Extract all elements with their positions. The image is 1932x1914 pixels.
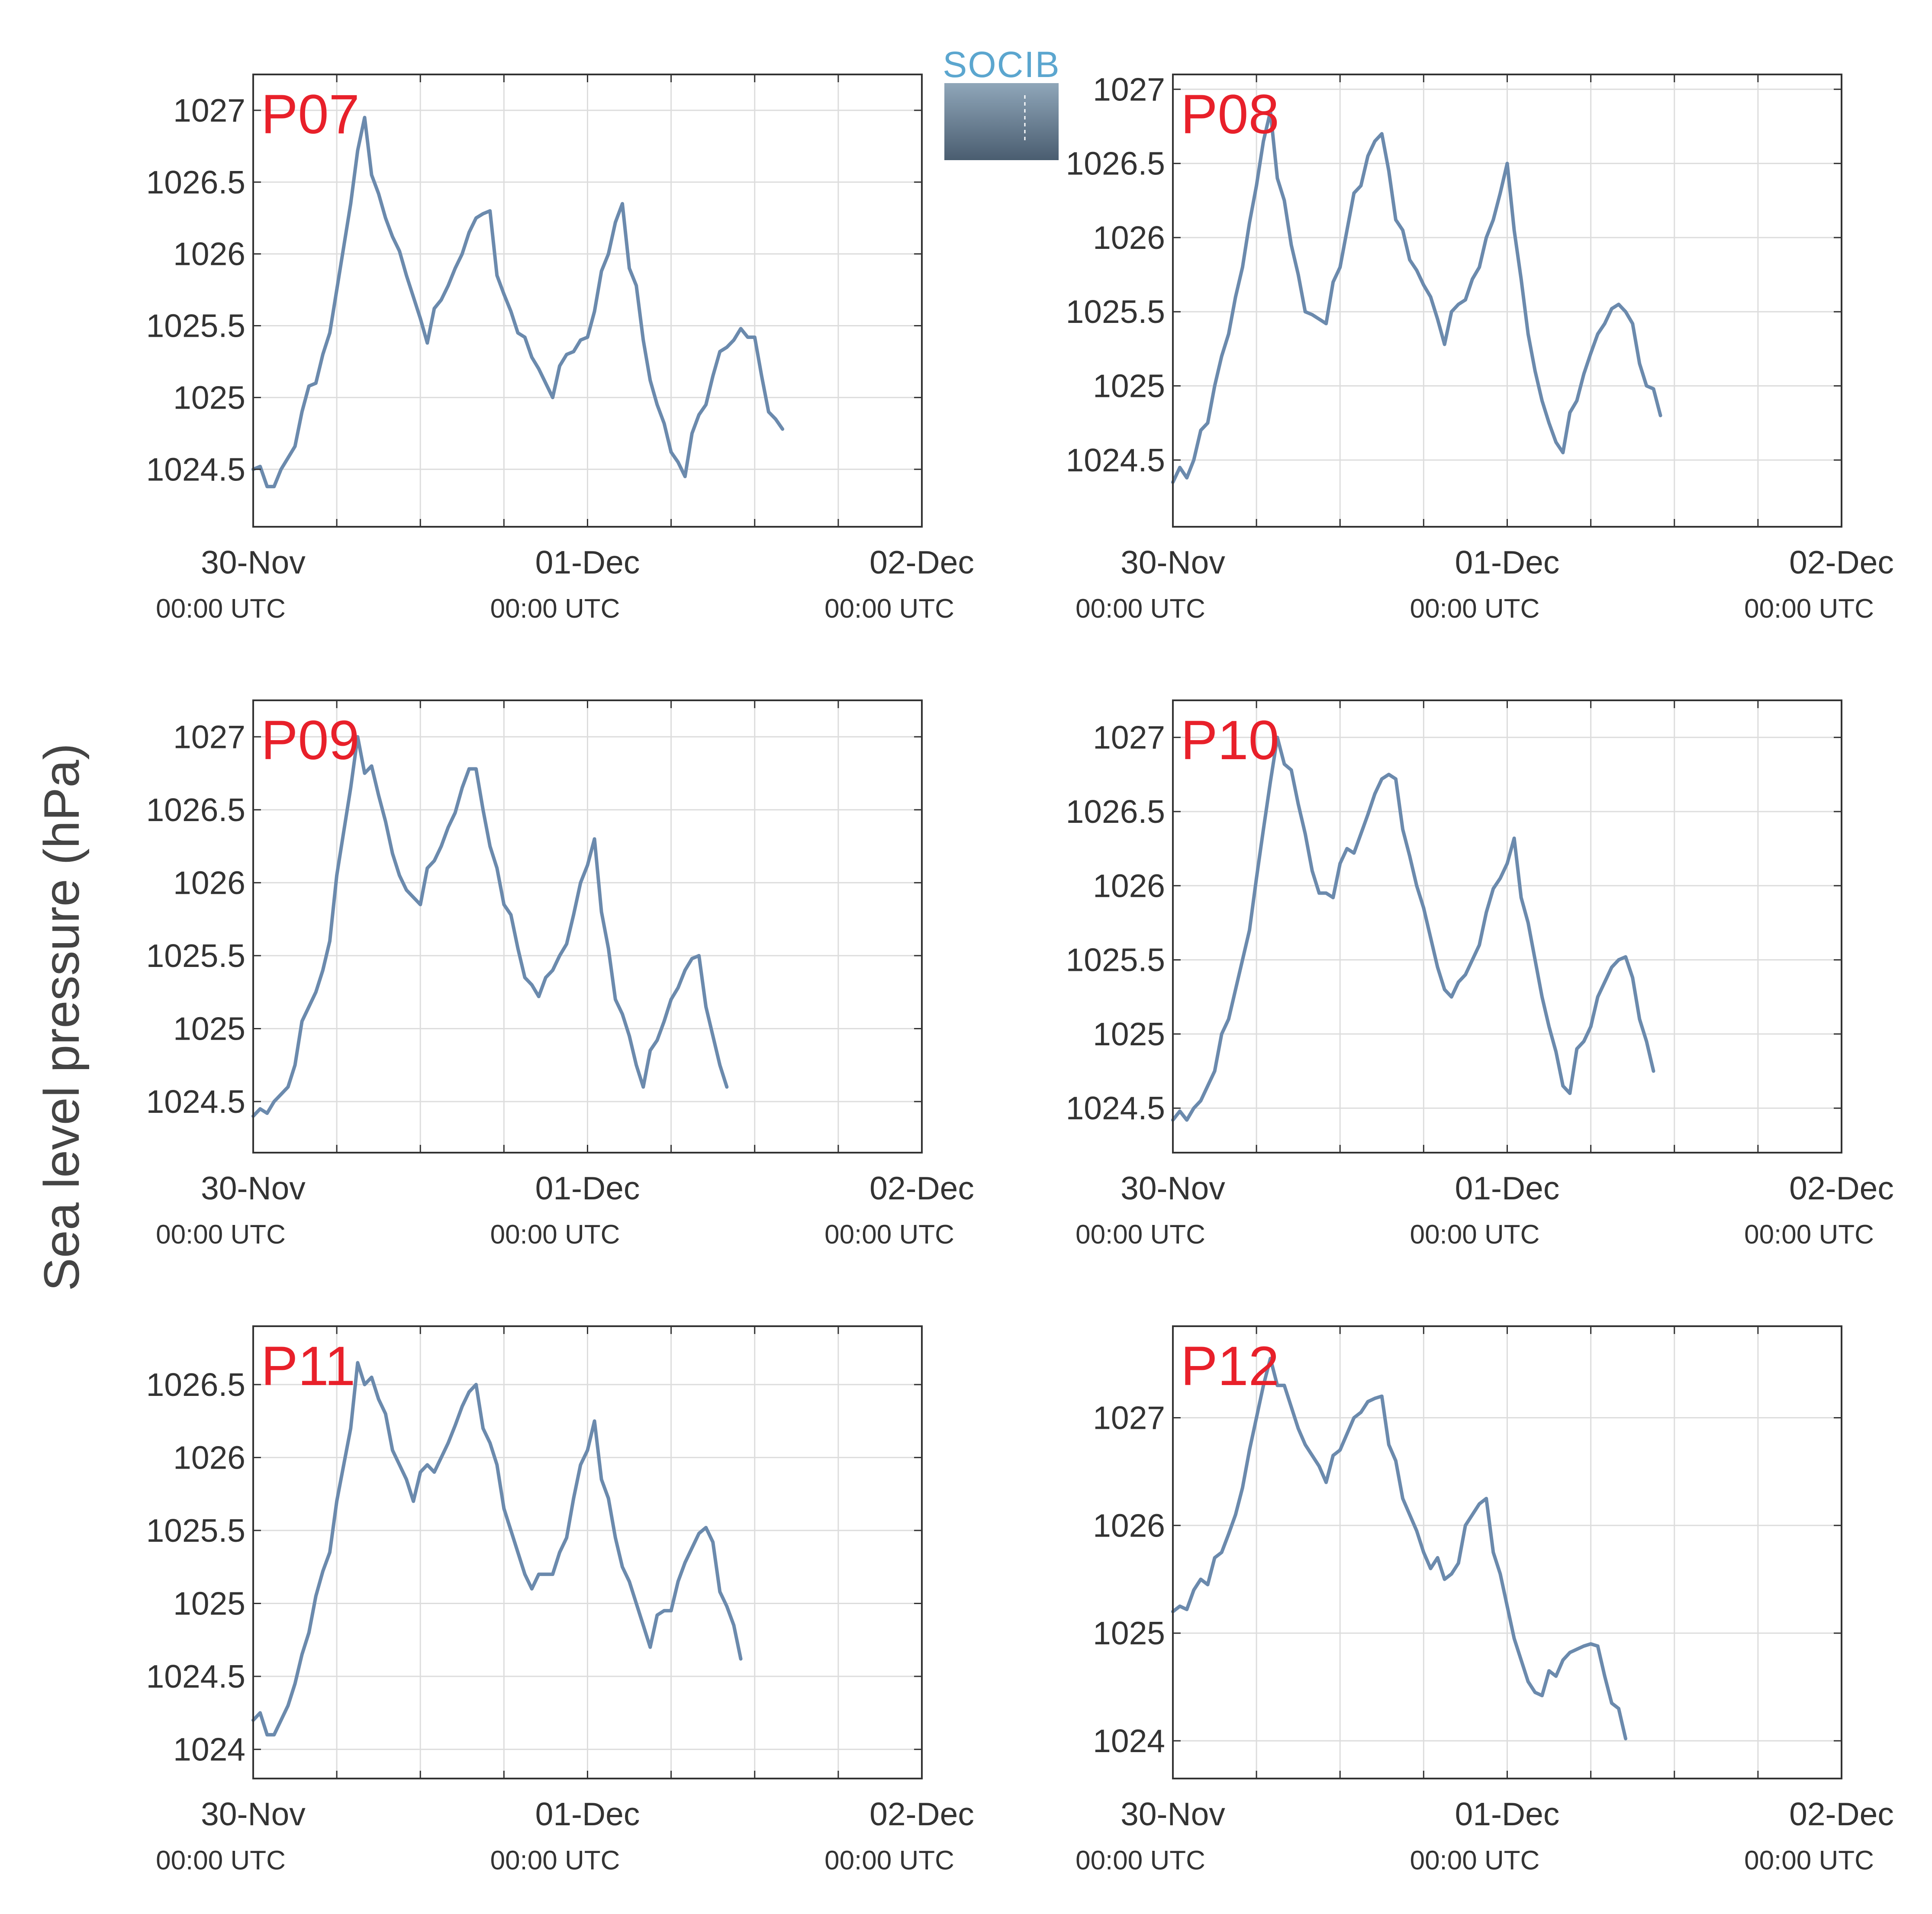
x-tick-sublabel: 00:00 UTC: [490, 594, 620, 624]
x-tick-label: 01-Dec: [535, 544, 640, 580]
y-tick-label: 1025.5: [1066, 942, 1165, 978]
y-tick-label: 1024.5: [146, 1658, 245, 1695]
y-tick-label: 1025.5: [1066, 293, 1165, 330]
y-tick-label: 1024.5: [146, 1083, 245, 1120]
panel-title: P11: [261, 1335, 355, 1397]
x-tick-sublabel: 00:00 UTC: [1410, 1220, 1540, 1250]
y-tick-label: 1026: [1093, 1507, 1165, 1543]
y-tick-label: 1026.5: [146, 164, 245, 200]
x-tick-label: 02-Dec: [869, 1796, 974, 1832]
y-tick-label: 1024.5: [1066, 442, 1165, 478]
x-tick-label: 01-Dec: [1455, 1796, 1560, 1832]
panel-p10: 1024.5 1025 1025.5 1026 1026.5 1027 30-Nov 00:0…: [1066, 699, 1894, 1250]
x-tick-label: 30-Nov: [201, 1796, 306, 1832]
x-tick-sublabel: 00:00 UTC: [1075, 1220, 1205, 1250]
y-tick-label: 1025.5: [146, 938, 245, 974]
y-tick-label: 1025: [1093, 1016, 1165, 1052]
y-tick-label: 1027: [173, 719, 245, 755]
y-tick-label: 1026.5: [146, 792, 245, 828]
y-tick-label: 1027: [1093, 719, 1165, 756]
x-tick-label: 02-Dec: [869, 1170, 974, 1206]
x-tick-sublabel: 00:00 UTC: [1075, 1846, 1205, 1875]
series-line: [1171, 735, 1655, 1122]
x-tick-label: 02-Dec: [869, 544, 974, 580]
panels-container: 1024.5 1025 1025.5 1026 1026.5 1027 30-Nov 00:0…: [146, 71, 1894, 1875]
panel-p07: 1024.5 1025 1025.5 1026 1026.5 1027 30-Nov 00:0…: [146, 74, 974, 624]
x-tick-sublabel: 00:00 UTC: [156, 1220, 286, 1250]
y-tick-label: 1024.5: [1066, 1090, 1165, 1126]
y-tick-label: 1026: [173, 236, 245, 272]
socib-logo: SOCIB: [943, 44, 1060, 160]
x-tick-label: 30-Nov: [1121, 544, 1225, 580]
y-tick-label: 1025.5: [146, 1512, 245, 1549]
series-line: [1171, 1357, 1628, 1740]
x-tick-sublabel: 00:00 UTC: [1744, 1846, 1874, 1875]
panel-title: P10: [1181, 709, 1279, 771]
y-tick-label: 1026: [173, 1439, 245, 1476]
y-tick-label: 1024: [1093, 1723, 1165, 1759]
logo-text: SOCIB: [943, 44, 1060, 85]
x-tick-label: 30-Nov: [201, 544, 306, 580]
panel-title: P12: [1181, 1335, 1279, 1397]
x-tick-label: 30-Nov: [1121, 1170, 1225, 1206]
y-tick-label: 1025: [173, 1585, 245, 1621]
y-tick-label: 1026: [173, 864, 245, 901]
x-tick-sublabel: 00:00 UTC: [1075, 594, 1205, 624]
series-line: [251, 735, 729, 1118]
x-tick-label: 02-Dec: [1789, 544, 1894, 580]
y-tick-label: 1024: [173, 1731, 245, 1768]
x-tick-sublabel: 00:00 UTC: [490, 1220, 620, 1250]
x-tick-sublabel: 00:00 UTC: [1410, 594, 1540, 624]
y-tick-label: 1026.5: [1066, 793, 1165, 830]
y-tick-label: 1027: [1093, 71, 1165, 107]
y-tick-label: 1025.5: [146, 308, 245, 344]
x-tick-sublabel: 00:00 UTC: [1744, 1220, 1874, 1250]
x-tick-label: 01-Dec: [1455, 1170, 1560, 1206]
y-tick-label: 1026: [1093, 867, 1165, 904]
y-tick-label: 1025: [173, 1010, 245, 1047]
panel-p09: 1024.5 1025 1025.5 1026 1026.5 1027 30-Nov 00:0…: [146, 699, 974, 1250]
y-tick-label: 1025: [1093, 1615, 1165, 1651]
x-tick-label: 01-Dec: [1455, 544, 1560, 580]
x-tick-sublabel: 00:00 UTC: [490, 1846, 620, 1875]
y-axis-label: Sea level pressure (hPa): [34, 743, 90, 1291]
series-line: [251, 116, 785, 489]
panel-title: P07: [261, 84, 360, 145]
x-tick-sublabel: 00:00 UTC: [824, 1220, 954, 1250]
logo-mark: [944, 83, 1059, 160]
y-tick-label: 1025: [173, 379, 245, 416]
x-tick-label: 01-Dec: [535, 1170, 640, 1206]
x-tick-label: 30-Nov: [201, 1170, 306, 1206]
x-tick-label: 02-Dec: [1789, 1170, 1894, 1206]
x-tick-sublabel: 00:00 UTC: [824, 594, 954, 624]
series-line: [1171, 110, 1662, 484]
y-tick-label: 1027: [1093, 1399, 1165, 1436]
panel-title: P09: [261, 709, 360, 771]
x-tick-sublabel: 00:00 UTC: [156, 594, 286, 624]
panel-p08: 1024.5 1025 1025.5 1026 1026.5 1027 30-Nov 00:0…: [1066, 71, 1894, 624]
x-tick-sublabel: 00:00 UTC: [156, 1846, 286, 1875]
y-tick-label: 1025: [1093, 368, 1165, 404]
x-tick-sublabel: 00:00 UTC: [824, 1846, 954, 1875]
x-tick-label: 01-Dec: [535, 1796, 640, 1832]
y-tick-label: 1026.5: [1066, 145, 1165, 182]
y-tick-label: 1026.5: [146, 1366, 245, 1403]
x-tick-label: 30-Nov: [1121, 1796, 1225, 1832]
panel-p12: 1024 1025 1026 1027 30-Nov 00:00 UTC 01-Dec 00:…: [1075, 1325, 1894, 1875]
y-tick-label: 1026: [1093, 219, 1165, 256]
series-line: [251, 1361, 743, 1737]
panel-title: P08: [1181, 84, 1279, 145]
panel-p11: 1024 1024.5 1025 1025.5 1026 1026.5 30-Nov 00:0…: [146, 1325, 974, 1875]
x-tick-label: 02-Dec: [1789, 1796, 1894, 1832]
y-tick-label: 1027: [173, 92, 245, 129]
x-tick-sublabel: 00:00 UTC: [1744, 594, 1874, 624]
x-tick-sublabel: 00:00 UTC: [1410, 1846, 1540, 1875]
y-tick-label: 1024.5: [146, 451, 245, 487]
